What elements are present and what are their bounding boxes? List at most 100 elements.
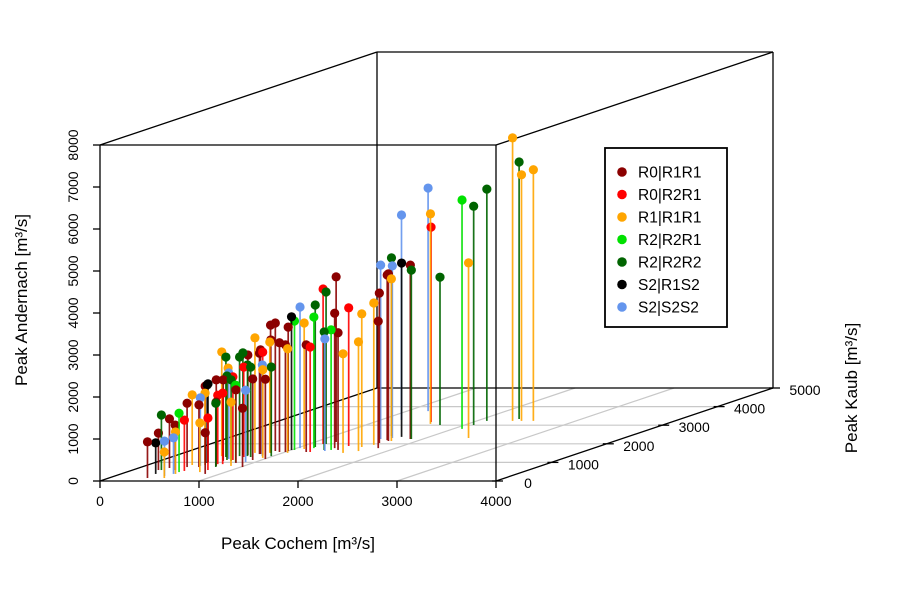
data-point — [463, 258, 474, 268]
legend-marker-icon — [617, 212, 627, 222]
data-point — [218, 375, 228, 385]
data-point — [211, 375, 221, 385]
legend-item: R1|R1R1 — [617, 210, 701, 227]
z-axis: 0 1000 2000 3000 4000 5000 6000 7000 8000 — [65, 129, 100, 485]
z-tick-label: 0 — [65, 477, 81, 485]
legend-item: R0|R1R1 — [617, 165, 701, 182]
x-tick-label: 1000 — [183, 493, 214, 509]
data-point — [203, 413, 213, 423]
data-point — [344, 303, 354, 313]
legend-item: R2|R2R1 — [617, 232, 701, 249]
data-point — [231, 385, 241, 395]
data-point — [260, 374, 270, 384]
data-point — [248, 374, 258, 384]
grid-line-x — [297, 387, 576, 482]
legend-item-label: R1|R1R1 — [638, 210, 701, 227]
data-point — [170, 420, 180, 430]
data-point — [156, 410, 166, 420]
data-point — [234, 352, 245, 362]
data-point — [326, 325, 336, 335]
data-point — [514, 157, 524, 167]
data-point — [179, 415, 189, 425]
legend-marker-icon — [617, 167, 627, 177]
y-axis: 0 1000 2000 3000 4000 5000 — [492, 382, 821, 491]
y-tick-label: 1000 — [568, 456, 599, 472]
data-point — [331, 272, 341, 282]
legend-item: S2|R1S2 — [617, 277, 700, 294]
data-point — [469, 201, 479, 211]
legend-item-label: R2|R2R1 — [638, 232, 701, 249]
legend-marker-icon — [617, 257, 627, 267]
y-axis-title: Peak Kaub [m³/s] — [842, 323, 861, 453]
y-tick-label: 0 — [524, 475, 532, 491]
data-point — [299, 318, 309, 328]
data-point — [266, 362, 276, 372]
data-point — [174, 408, 184, 418]
data-point — [305, 342, 315, 352]
data-point — [164, 414, 175, 424]
data-point — [241, 385, 251, 395]
data-point — [396, 210, 407, 220]
x-axis-title: Peak Cochem [m³/s] — [221, 534, 375, 553]
data-point — [516, 170, 527, 180]
data-point — [250, 333, 260, 343]
box-edge — [495, 51, 774, 146]
data-point — [425, 209, 436, 219]
data-point — [369, 298, 379, 308]
z-tick-label: 1000 — [65, 423, 81, 454]
data-point — [239, 362, 249, 372]
legend: R0|R1R1 R0|R2R1 R1|R1R1 R2|R2R1 R2|R2R2 S2|R1… — [604, 147, 728, 328]
legend-item-label: R0|R2R1 — [638, 187, 701, 204]
data-points — [142, 133, 538, 479]
data-point — [182, 398, 192, 408]
data-point — [387, 261, 397, 271]
data-point — [386, 274, 396, 284]
box-edge — [99, 51, 378, 146]
y-tick-label: 3000 — [679, 419, 710, 435]
x-tick-label: 0 — [96, 493, 104, 509]
legend-item: S2|S2S2 — [617, 300, 699, 317]
data-point — [374, 288, 384, 298]
legend-item-label: R0|R1R1 — [638, 165, 701, 182]
x-axis: 0 1000 2000 3000 4000 — [96, 481, 512, 509]
data-point — [168, 433, 179, 443]
data-point — [195, 418, 205, 428]
data-point — [265, 337, 275, 347]
data-point — [507, 133, 518, 143]
box-edges — [99, 51, 774, 482]
z-tick-label: 3000 — [65, 339, 81, 370]
data-point — [258, 365, 268, 375]
y-tick-label: 2000 — [623, 438, 654, 454]
data-point — [330, 308, 340, 318]
y-tick-label: 4000 — [734, 401, 765, 417]
data-point — [295, 302, 305, 312]
y-tick-label: 5000 — [789, 382, 820, 398]
data-point — [258, 347, 268, 357]
data-point — [142, 437, 153, 447]
data-point — [283, 322, 293, 332]
x-tick-label: 4000 — [480, 493, 511, 509]
data-point — [376, 260, 386, 270]
legend-marker-icon — [617, 302, 627, 312]
data-point — [283, 344, 293, 354]
legend-item: R0|R2R1 — [617, 187, 701, 204]
z-tick-label: 5000 — [65, 255, 81, 286]
data-point — [195, 393, 205, 403]
legend-marker-icon — [617, 234, 627, 245]
legend-marker-icon — [617, 279, 627, 290]
data-point — [482, 184, 492, 194]
data-point — [151, 438, 161, 448]
data-point — [237, 403, 248, 413]
z-tick-label: 7000 — [65, 171, 81, 202]
data-point — [309, 312, 319, 322]
z-tick-label: 8000 — [65, 129, 81, 160]
data-point — [211, 398, 221, 408]
data-point — [194, 400, 204, 410]
data-point — [159, 447, 169, 457]
z-tick-label: 6000 — [65, 213, 81, 244]
data-point — [333, 328, 343, 338]
data-point — [457, 195, 467, 205]
data-point — [200, 428, 210, 438]
